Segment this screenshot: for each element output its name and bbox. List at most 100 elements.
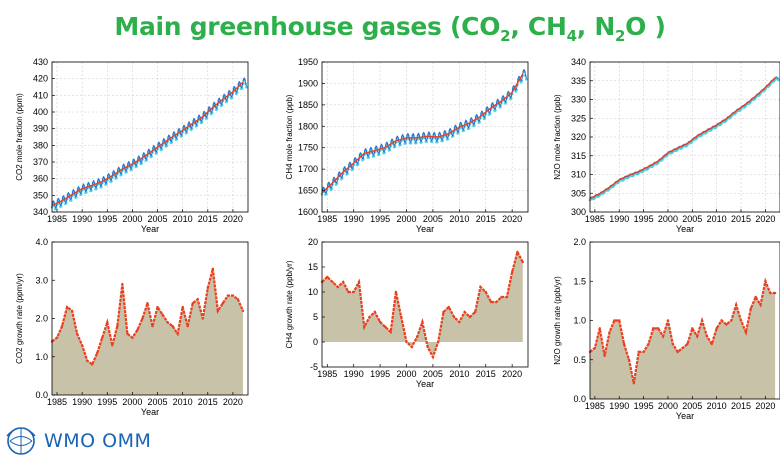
growth-point	[60, 324, 64, 328]
chart-n2o-line: 300 305 310 315 320 325 330 335 340 1985 1990 1995 2…	[553, 57, 780, 234]
y-tick-label: 335	[571, 76, 586, 86]
growth-point	[331, 280, 334, 284]
growth-point	[681, 346, 684, 350]
x-tick-label: 2005	[682, 214, 702, 224]
y-tick-label: 1.0	[35, 352, 48, 362]
growth-point	[126, 332, 129, 335]
y-tick-label: 1.5	[573, 276, 586, 286]
y-tick-label: 2.0	[573, 237, 586, 247]
wmo-logo: WMO OMM	[4, 424, 164, 460]
growth-point	[691, 327, 694, 330]
x-axis-label: Year	[416, 379, 434, 389]
growth-area	[590, 281, 776, 399]
growth-point	[521, 260, 524, 264]
x-tick-label: 2015	[731, 214, 751, 224]
growth-point	[632, 382, 636, 385]
x-tick-label: 1985	[47, 397, 67, 407]
growth-point	[652, 327, 655, 330]
x-tick-label: 1995	[97, 214, 117, 224]
trend-line	[321, 73, 524, 194]
y-tick-label: 0	[313, 337, 318, 347]
growth-point	[608, 331, 611, 334]
growth-point	[336, 285, 340, 289]
x-tick-label: 2010	[173, 214, 193, 224]
y-tick-label: 420	[33, 74, 48, 84]
growth-point	[598, 327, 601, 330]
growth-point	[80, 344, 84, 347]
y-tick-label: 430	[33, 57, 48, 67]
x-tick-label: 2005	[682, 401, 702, 411]
growth-point	[85, 359, 89, 362]
trend-line	[589, 77, 776, 200]
y-tick-label: 360	[33, 174, 48, 184]
growth-point	[101, 336, 104, 339]
growth-point	[146, 302, 149, 305]
growth-point	[55, 336, 59, 339]
growth-point	[111, 344, 114, 347]
x-tick-label: 2020	[223, 214, 243, 224]
growth-point	[181, 305, 184, 309]
y-tick-label: 380	[33, 140, 48, 150]
y-axis-label: CO2 growth rate (ppm/yr)	[15, 273, 24, 364]
growth-point	[489, 300, 493, 304]
growth-point	[75, 332, 79, 335]
x-tick-label: 1995	[370, 214, 390, 224]
y-tick-label: 370	[33, 157, 48, 167]
x-tick-label: 1995	[97, 397, 117, 407]
x-tick-label: 1985	[585, 214, 605, 224]
growth-point	[206, 286, 209, 290]
growth-point	[341, 280, 345, 284]
growth-point	[500, 295, 503, 299]
x-tick-label: 2020	[223, 397, 243, 407]
x-tick-label: 2000	[396, 214, 416, 224]
plot-frame	[321, 61, 529, 213]
y-tick-label: 410	[33, 90, 48, 100]
x-tick-label: 2000	[658, 214, 678, 224]
x-axis-label: Year	[676, 411, 694, 421]
growth-point	[695, 335, 699, 338]
logo-text: WMO OMM	[44, 430, 152, 452]
growth-point	[484, 290, 487, 294]
y-tick-label: 3.0	[35, 275, 48, 285]
growth-point	[468, 315, 472, 319]
y-tick-label: -5	[310, 362, 318, 372]
growth-point	[415, 335, 419, 339]
y-tick-label: 4.0	[35, 237, 48, 247]
x-tick-label: 2005	[423, 369, 443, 379]
growth-point	[710, 342, 713, 346]
x-tick-label: 2000	[396, 369, 416, 379]
growth-point	[221, 302, 225, 305]
plot-frame	[321, 241, 529, 368]
y-tick-label: 2.0	[35, 314, 48, 324]
x-tick-label: 2015	[198, 397, 218, 407]
y-tick-label: 340	[33, 207, 48, 217]
y-tick-label: 315	[571, 151, 586, 161]
growth-point	[657, 327, 660, 330]
chart-ch4-line: 1600 1650 1700 1750 1800 1850 1900 1950 1985 1990…	[285, 57, 529, 234]
data-point-monthly	[524, 77, 528, 81]
y-axis-label: CH4 mole fraction (ppb)	[285, 94, 294, 179]
growth-point	[141, 317, 144, 320]
y-tick-label: 1700	[298, 164, 318, 174]
growth-point	[661, 335, 665, 338]
series-line-monthly	[321, 68, 528, 194]
y-tick-label: 1800	[298, 121, 318, 131]
growth-point	[70, 309, 74, 313]
x-tick-label: 1990	[609, 401, 629, 411]
x-tick-label: 2020	[502, 369, 522, 379]
y-tick-label: 1.0	[573, 316, 586, 326]
growth-point	[326, 275, 329, 279]
x-tick-label: 1985	[47, 214, 67, 224]
growth-point	[495, 300, 498, 304]
growth-point	[442, 310, 445, 314]
growth-point	[739, 319, 743, 322]
growth-point	[734, 303, 738, 306]
growth-point	[686, 342, 689, 346]
growth-point	[666, 319, 670, 322]
series-line-monthly	[51, 77, 248, 209]
x-tick-label: 2015	[198, 214, 218, 224]
x-axis-label: Year	[141, 407, 159, 417]
x-axis-label: Year	[141, 224, 159, 234]
x-tick-label: 2000	[122, 397, 142, 407]
growth-point	[452, 315, 456, 319]
